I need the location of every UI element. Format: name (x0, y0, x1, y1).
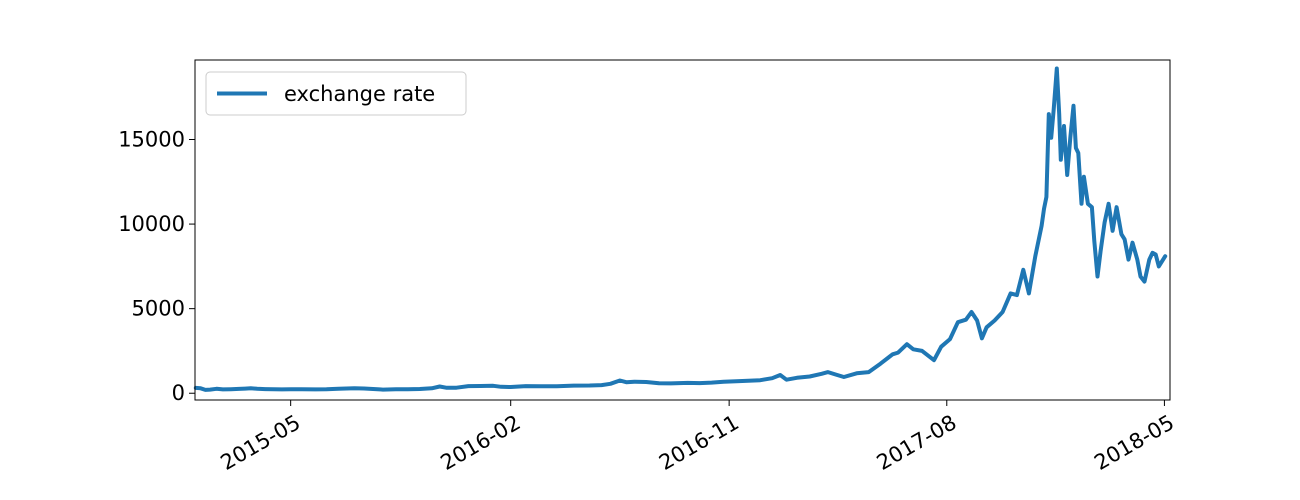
x-tick-label: 2018-05 (1090, 410, 1178, 475)
legend-label-exchange-rate: exchange rate (284, 82, 435, 106)
plot-area (193, 66, 1168, 392)
y-tick-label: 15000 (118, 128, 185, 152)
y-tick-label: 0 (172, 381, 185, 405)
x-tick-label: 2016-02 (437, 410, 525, 475)
x-tick-label: 2016-11 (655, 410, 743, 475)
x-tick-label: 2017-08 (873, 410, 961, 475)
y-tick-label: 10000 (118, 212, 185, 236)
x-tick-label: 2015-05 (217, 410, 305, 475)
series-line-exchange-rate (193, 66, 1168, 392)
legend-box (205, 71, 467, 116)
y-axis: 0 5000 10000 15000 (118, 128, 195, 405)
legend: exchange rate (205, 71, 467, 116)
x-axis: 2015-05 2016-02 2016-11 2017-08 2018-05 (217, 400, 1178, 475)
plot-frame (194, 59, 1171, 401)
y-tick-label: 5000 (132, 297, 185, 321)
